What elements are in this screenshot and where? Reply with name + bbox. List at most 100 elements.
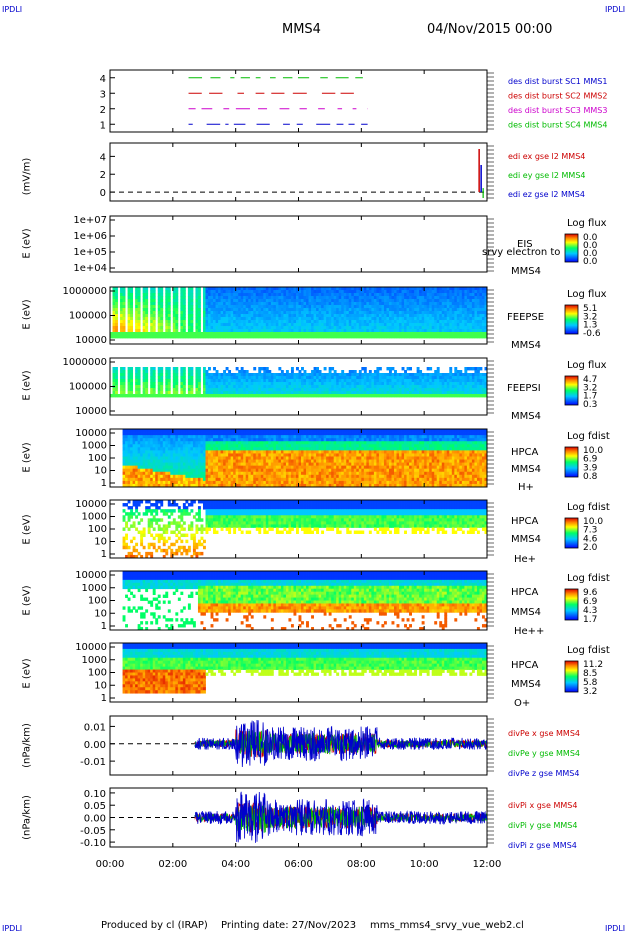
feepse-panel-colorbar-title: Log flux bbox=[567, 289, 607, 300]
divpi-panel-y-tick-label: -0.05 bbox=[80, 826, 106, 837]
feepsi-panel-y-tick-label: 1000000 bbox=[62, 357, 107, 368]
eis-panel-colorbar-value: 0.0 bbox=[583, 241, 598, 251]
feepsi-panel-colorbar-value: 0.3 bbox=[583, 400, 597, 410]
edi-panel-legend-entry: edi ey gse l2 MMS4 bbox=[508, 171, 586, 180]
feepsi-panel-colorbar-title: Log flux bbox=[567, 360, 607, 371]
corner-label-bottom-right: IPDLI bbox=[605, 924, 626, 933]
divpi-panel-y-tick-label: -0.10 bbox=[80, 838, 106, 849]
hpca-h-panel-y-tick-label: 1000 bbox=[82, 441, 107, 452]
hpca-o-panel-colorbar-value: 3.2 bbox=[583, 687, 597, 697]
hpca-hepp-panel-colorbar-value: 4.3 bbox=[583, 606, 597, 616]
hpca-h-panel-y-tick-label: 10000 bbox=[75, 428, 107, 439]
feepse-panel-y-tick-label: 1000000 bbox=[62, 286, 107, 297]
hpca-h-panel-colorbar-value: 10.0 bbox=[583, 446, 603, 456]
eis-panel-colorbar-title: Log flux bbox=[567, 218, 607, 229]
ylabel-divpe: (nPa/km) bbox=[21, 723, 33, 768]
footer-filename: mms_mms4_srvy_vue_web2.cl bbox=[370, 920, 524, 931]
feepse-panel-colorbar bbox=[564, 304, 579, 335]
edi-panel-legend-entry: edi ex gse l2 MMS4 bbox=[508, 152, 585, 161]
hpca-hepp-panel-side-label: HPCA bbox=[511, 587, 539, 598]
feepsi-panel-y-tick-label: 10000 bbox=[75, 406, 107, 417]
hpca-h-panel-y-tick-label: 10 bbox=[94, 466, 107, 477]
x-axis-tick-label: 12:00 bbox=[473, 859, 502, 870]
ylabel-divpi: (nPa/km) bbox=[21, 795, 33, 840]
hpca-hepp-panel-side-label: He++ bbox=[514, 626, 544, 637]
hpca-h-panel-colorbar-value: 0.8 bbox=[583, 472, 598, 482]
hpca-o-panel-side-label: O+ bbox=[514, 698, 530, 709]
hpca-he-panel-spectrogram bbox=[122, 500, 488, 559]
hpca-o-panel-y-tick-label: 1 bbox=[101, 693, 107, 704]
divpi-panel-y-tick-label: 0.10 bbox=[84, 789, 106, 800]
divpe-panel-legend-entry: divPe x gse MMS4 bbox=[508, 729, 580, 738]
x-axis-tick-label: 06:00 bbox=[284, 859, 313, 870]
hpca-hepp-panel-colorbar-value: 6.9 bbox=[583, 597, 598, 607]
hpca-o-panel-colorbar-value: 5.8 bbox=[583, 678, 598, 688]
divpe-panel-y-tick-label: 0.00 bbox=[84, 740, 106, 751]
hpca-o-panel-side-label: HPCA bbox=[511, 660, 539, 671]
hpca-o-panel-spectrogram bbox=[122, 643, 488, 694]
edi-panel-y-tick-label: 2 bbox=[100, 170, 106, 181]
feepse-panel-y-tick-label: 10000 bbox=[75, 335, 107, 346]
eis-panel-side-label: EIS bbox=[517, 239, 533, 250]
hpca-h-panel-y-tick-label: 1 bbox=[101, 478, 107, 489]
x-axis-tick-label: 08:00 bbox=[347, 859, 376, 870]
hpca-o-panel-y-tick-label: 1000 bbox=[82, 655, 107, 666]
hpca-hepp-panel-colorbar bbox=[564, 588, 579, 621]
burst-panel-legend-entry: des dist burst SC3 MMS3 bbox=[508, 106, 607, 115]
hpca-he-panel-colorbar-title: Log fdist bbox=[567, 502, 610, 513]
divpi-panel-legend-entry: divPi z gse MMS4 bbox=[508, 841, 577, 850]
edi-panel-y-tick-label: 4 bbox=[100, 152, 106, 163]
hpca-hepp-panel-colorbar-title: Log fdist bbox=[567, 573, 610, 584]
feepse-panel-colorbar-value: 3.2 bbox=[583, 312, 597, 322]
feepsi-panel-colorbar-value: 3.2 bbox=[583, 383, 597, 393]
divpi-panel-legend-entry: divPi y gse MMS4 bbox=[508, 821, 577, 830]
burst-panel-y-tick-label: 1 bbox=[100, 120, 106, 131]
x-axis-tick-label: 00:00 bbox=[96, 859, 125, 870]
eis-panel-side-label: srvy electron to bbox=[482, 247, 560, 258]
hpca-o-panel-colorbar bbox=[564, 660, 579, 693]
footer-produced: Produced by cl (IRAP) bbox=[101, 920, 208, 931]
divpi-panel-legend-entry: divPi x gse MMS4 bbox=[508, 801, 577, 810]
ylabel-feepsi: E (eV) bbox=[21, 370, 33, 401]
feepse-panel-side-label: MMS4 bbox=[511, 340, 541, 351]
hpca-he-panel-colorbar-value: 7.3 bbox=[583, 526, 597, 536]
hpca-he-panel-y-tick-label: 1000 bbox=[82, 512, 107, 523]
ylabel-hpca-hepp: E (eV) bbox=[21, 585, 33, 616]
hpca-hepp-panel-colorbar-value: 1.7 bbox=[583, 615, 597, 625]
divpe-panel-series-line bbox=[194, 719, 487, 768]
hpca-hepp-panel-colorbar-value: 9.6 bbox=[583, 588, 598, 598]
feepse-panel-y-tick-label: 100000 bbox=[69, 311, 107, 322]
divpe-panel-y-tick-label: -0.01 bbox=[80, 757, 106, 768]
feepse-panel-colorbar-value: -0.6 bbox=[583, 329, 601, 339]
feepse-panel-side-label: FEEPSE bbox=[507, 312, 544, 323]
hpca-h-panel-spectrogram bbox=[122, 429, 488, 488]
feepsi-panel-colorbar-value: 1.7 bbox=[583, 392, 597, 402]
ylabel-hpca-h: E (eV) bbox=[21, 442, 33, 473]
hpca-he-panel-y-tick-label: 10 bbox=[94, 537, 107, 548]
burst-panel-y-tick-label: 4 bbox=[100, 74, 106, 85]
edi-panel-y-tick-label: 0 bbox=[100, 188, 106, 199]
feepsi-panel-side-label: MMS4 bbox=[511, 411, 541, 422]
hpca-hepp-panel-y-tick-label: 1000 bbox=[82, 583, 107, 594]
feepsi-panel-spectrogram bbox=[110, 367, 488, 398]
hpca-h-panel-side-label: H+ bbox=[518, 482, 534, 493]
hpca-o-panel-y-tick-label: 100 bbox=[88, 668, 107, 679]
hpca-h-panel-colorbar-title: Log fdist bbox=[567, 431, 610, 442]
burst-panel-y-tick-label: 2 bbox=[100, 105, 106, 116]
footer-printing-date: Printing date: 27/Nov/2023 bbox=[221, 920, 357, 931]
spacecraft-title: MMS4 bbox=[282, 22, 321, 37]
feepse-panel-spectrogram bbox=[110, 287, 488, 339]
burst-panel-frame bbox=[109, 69, 488, 133]
burst-panel-legend-entry: des dist burst SC2 MMS2 bbox=[508, 92, 607, 101]
x-axis-tick-label: 10:00 bbox=[410, 859, 439, 870]
eis-panel-colorbar bbox=[564, 233, 579, 263]
divpe-panel-legend-entry: divPe y gse MMS4 bbox=[508, 749, 580, 758]
hpca-hepp-panel-y-tick-label: 100 bbox=[88, 596, 107, 607]
feepsi-panel-colorbar-value: 4.7 bbox=[583, 375, 597, 385]
x-axis-tick-label: 02:00 bbox=[158, 859, 187, 870]
hpca-h-panel-side-label: HPCA bbox=[511, 447, 539, 458]
corner-label-top-left: IPDLI bbox=[2, 5, 23, 14]
corner-label-top-right: IPDLI bbox=[605, 5, 626, 14]
hpca-hepp-panel-side-label: MMS4 bbox=[511, 607, 541, 618]
burst-panel-legend-entry: des dist burst SC1 MMS1 bbox=[508, 77, 607, 86]
